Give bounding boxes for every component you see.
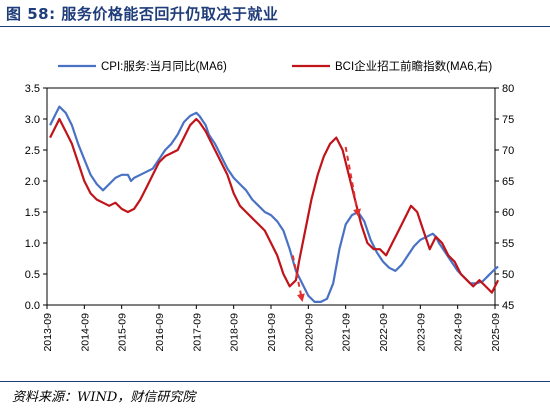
right-tick-label: 65 bbox=[502, 176, 514, 188]
right-axis: 45 50 55 60 65 70 75 80 bbox=[495, 83, 514, 312]
x-tick-label: 2020-09 bbox=[303, 313, 315, 352]
x-tick-label: 2019-09 bbox=[266, 313, 278, 352]
legend: CPI:服务:当月同比(MA6) BCI企业招工前瞻指数(MA6,右) bbox=[58, 59, 492, 73]
title-bar: 图 58: 服务价格能否回升仍取决于就业 bbox=[0, 0, 550, 27]
x-tick-label: 2021-09 bbox=[341, 313, 353, 352]
x-tick-label: 2017-09 bbox=[191, 313, 203, 352]
x-tick-label: 2013-09 bbox=[42, 313, 54, 352]
plot-border bbox=[46, 87, 496, 306]
x-tick-label: 2016-09 bbox=[154, 313, 166, 352]
series-layer bbox=[49, 105, 500, 303]
chart: 0.0 0.5 1.0 1.5 2.0 2.5 3.0 3.5 45 50 55 60 65 70 75 8… bbox=[25, 59, 515, 352]
cpi-services-line bbox=[49, 105, 499, 303]
right-tick-label: 45 bbox=[502, 300, 514, 312]
left-tick-label: 3.5 bbox=[25, 83, 40, 95]
plot-frame bbox=[46, 87, 496, 306]
left-tick-label: 1.0 bbox=[25, 238, 40, 250]
left-tick-label: 2.5 bbox=[25, 145, 40, 157]
left-tick-label: 0.0 bbox=[25, 300, 40, 312]
x-tick-label: 2023-09 bbox=[415, 313, 427, 352]
right-tick-label: 50 bbox=[502, 269, 514, 281]
x-axis: 2013-09 2014-09 2015-09 2016-09 2017-09 2018-… bbox=[42, 305, 502, 352]
right-tick-label: 80 bbox=[502, 83, 514, 95]
source-note: 资料来源：WIND，财信研究院 bbox=[12, 390, 196, 405]
right-tick-label: 60 bbox=[502, 207, 514, 219]
right-tick-label: 70 bbox=[502, 145, 514, 157]
left-tick-label: 2.0 bbox=[25, 176, 40, 188]
figure-title: 图 58: 服务价格能否回升仍取决于就业 bbox=[6, 5, 279, 23]
x-tick-label: 2014-09 bbox=[79, 313, 91, 352]
right-tick-label: 55 bbox=[502, 238, 514, 250]
dashed-arrow bbox=[291, 255, 305, 302]
legend-bci-label: BCI企业招工前瞻指数(MA6,右) bbox=[335, 59, 492, 73]
dashed-arrow bbox=[344, 146, 361, 218]
x-tick-label: 2018-09 bbox=[229, 313, 241, 352]
x-tick-label: 2025-09 bbox=[490, 313, 502, 352]
x-tick-label: 2015-09 bbox=[117, 313, 129, 352]
bci-hiring-line bbox=[49, 117, 500, 294]
left-axis: 0.0 0.5 1.0 1.5 2.0 2.5 3.0 3.5 bbox=[25, 83, 47, 312]
legend-cpi-label: CPI:服务:当月同比(MA6) bbox=[101, 59, 227, 73]
x-tick-label: 2024-09 bbox=[453, 313, 465, 352]
footer-divider bbox=[0, 381, 550, 382]
left-tick-label: 1.5 bbox=[25, 207, 40, 219]
left-tick-label: 3.0 bbox=[25, 114, 40, 126]
annotation-layer bbox=[291, 146, 361, 302]
right-tick-label: 75 bbox=[502, 114, 514, 126]
left-tick-label: 0.5 bbox=[25, 269, 40, 281]
x-tick-label: 2022-09 bbox=[378, 313, 390, 352]
